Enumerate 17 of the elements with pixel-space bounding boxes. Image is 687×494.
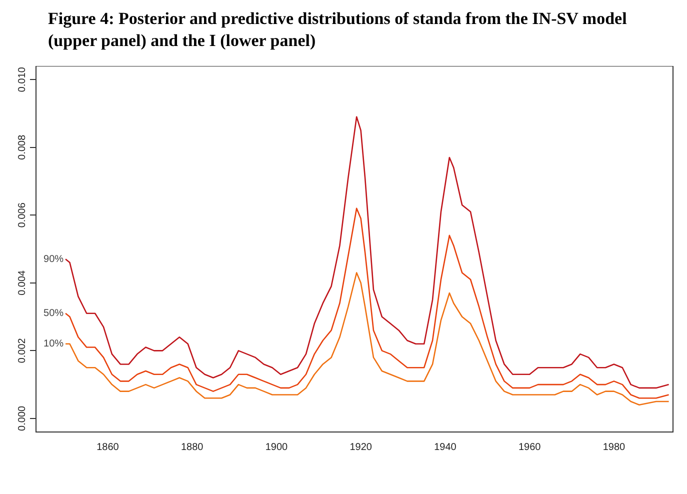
x-tick-label: 1960 [518, 442, 542, 453]
y-tick-label: 0.004 [16, 270, 28, 296]
series-label: 50% [44, 308, 64, 320]
chart-title: Figure 4: Posterior and predictive distributions of standa from the IN-SV model (upper panel) and the I (lower panel) [48, 8, 628, 52]
x-tick-label: 1880 [180, 442, 204, 453]
y-tick-label: 0.000 [16, 405, 28, 431]
y-tick-label: 0.002 [16, 338, 28, 364]
x-tick-label: 1940 [434, 442, 457, 453]
x-tick-label: 1860 [96, 442, 120, 453]
y-tick-label: 0.010 [16, 66, 28, 92]
y-tick-label: 0.006 [16, 202, 28, 228]
x-tick-label: 1980 [602, 442, 626, 453]
y-tick-label: 0.008 [16, 134, 28, 160]
x-tick-label: 1900 [265, 442, 288, 453]
x-tick-label: 1920 [350, 442, 372, 453]
series-label: 90% [44, 254, 64, 265]
series-label: 10% [44, 338, 64, 350]
